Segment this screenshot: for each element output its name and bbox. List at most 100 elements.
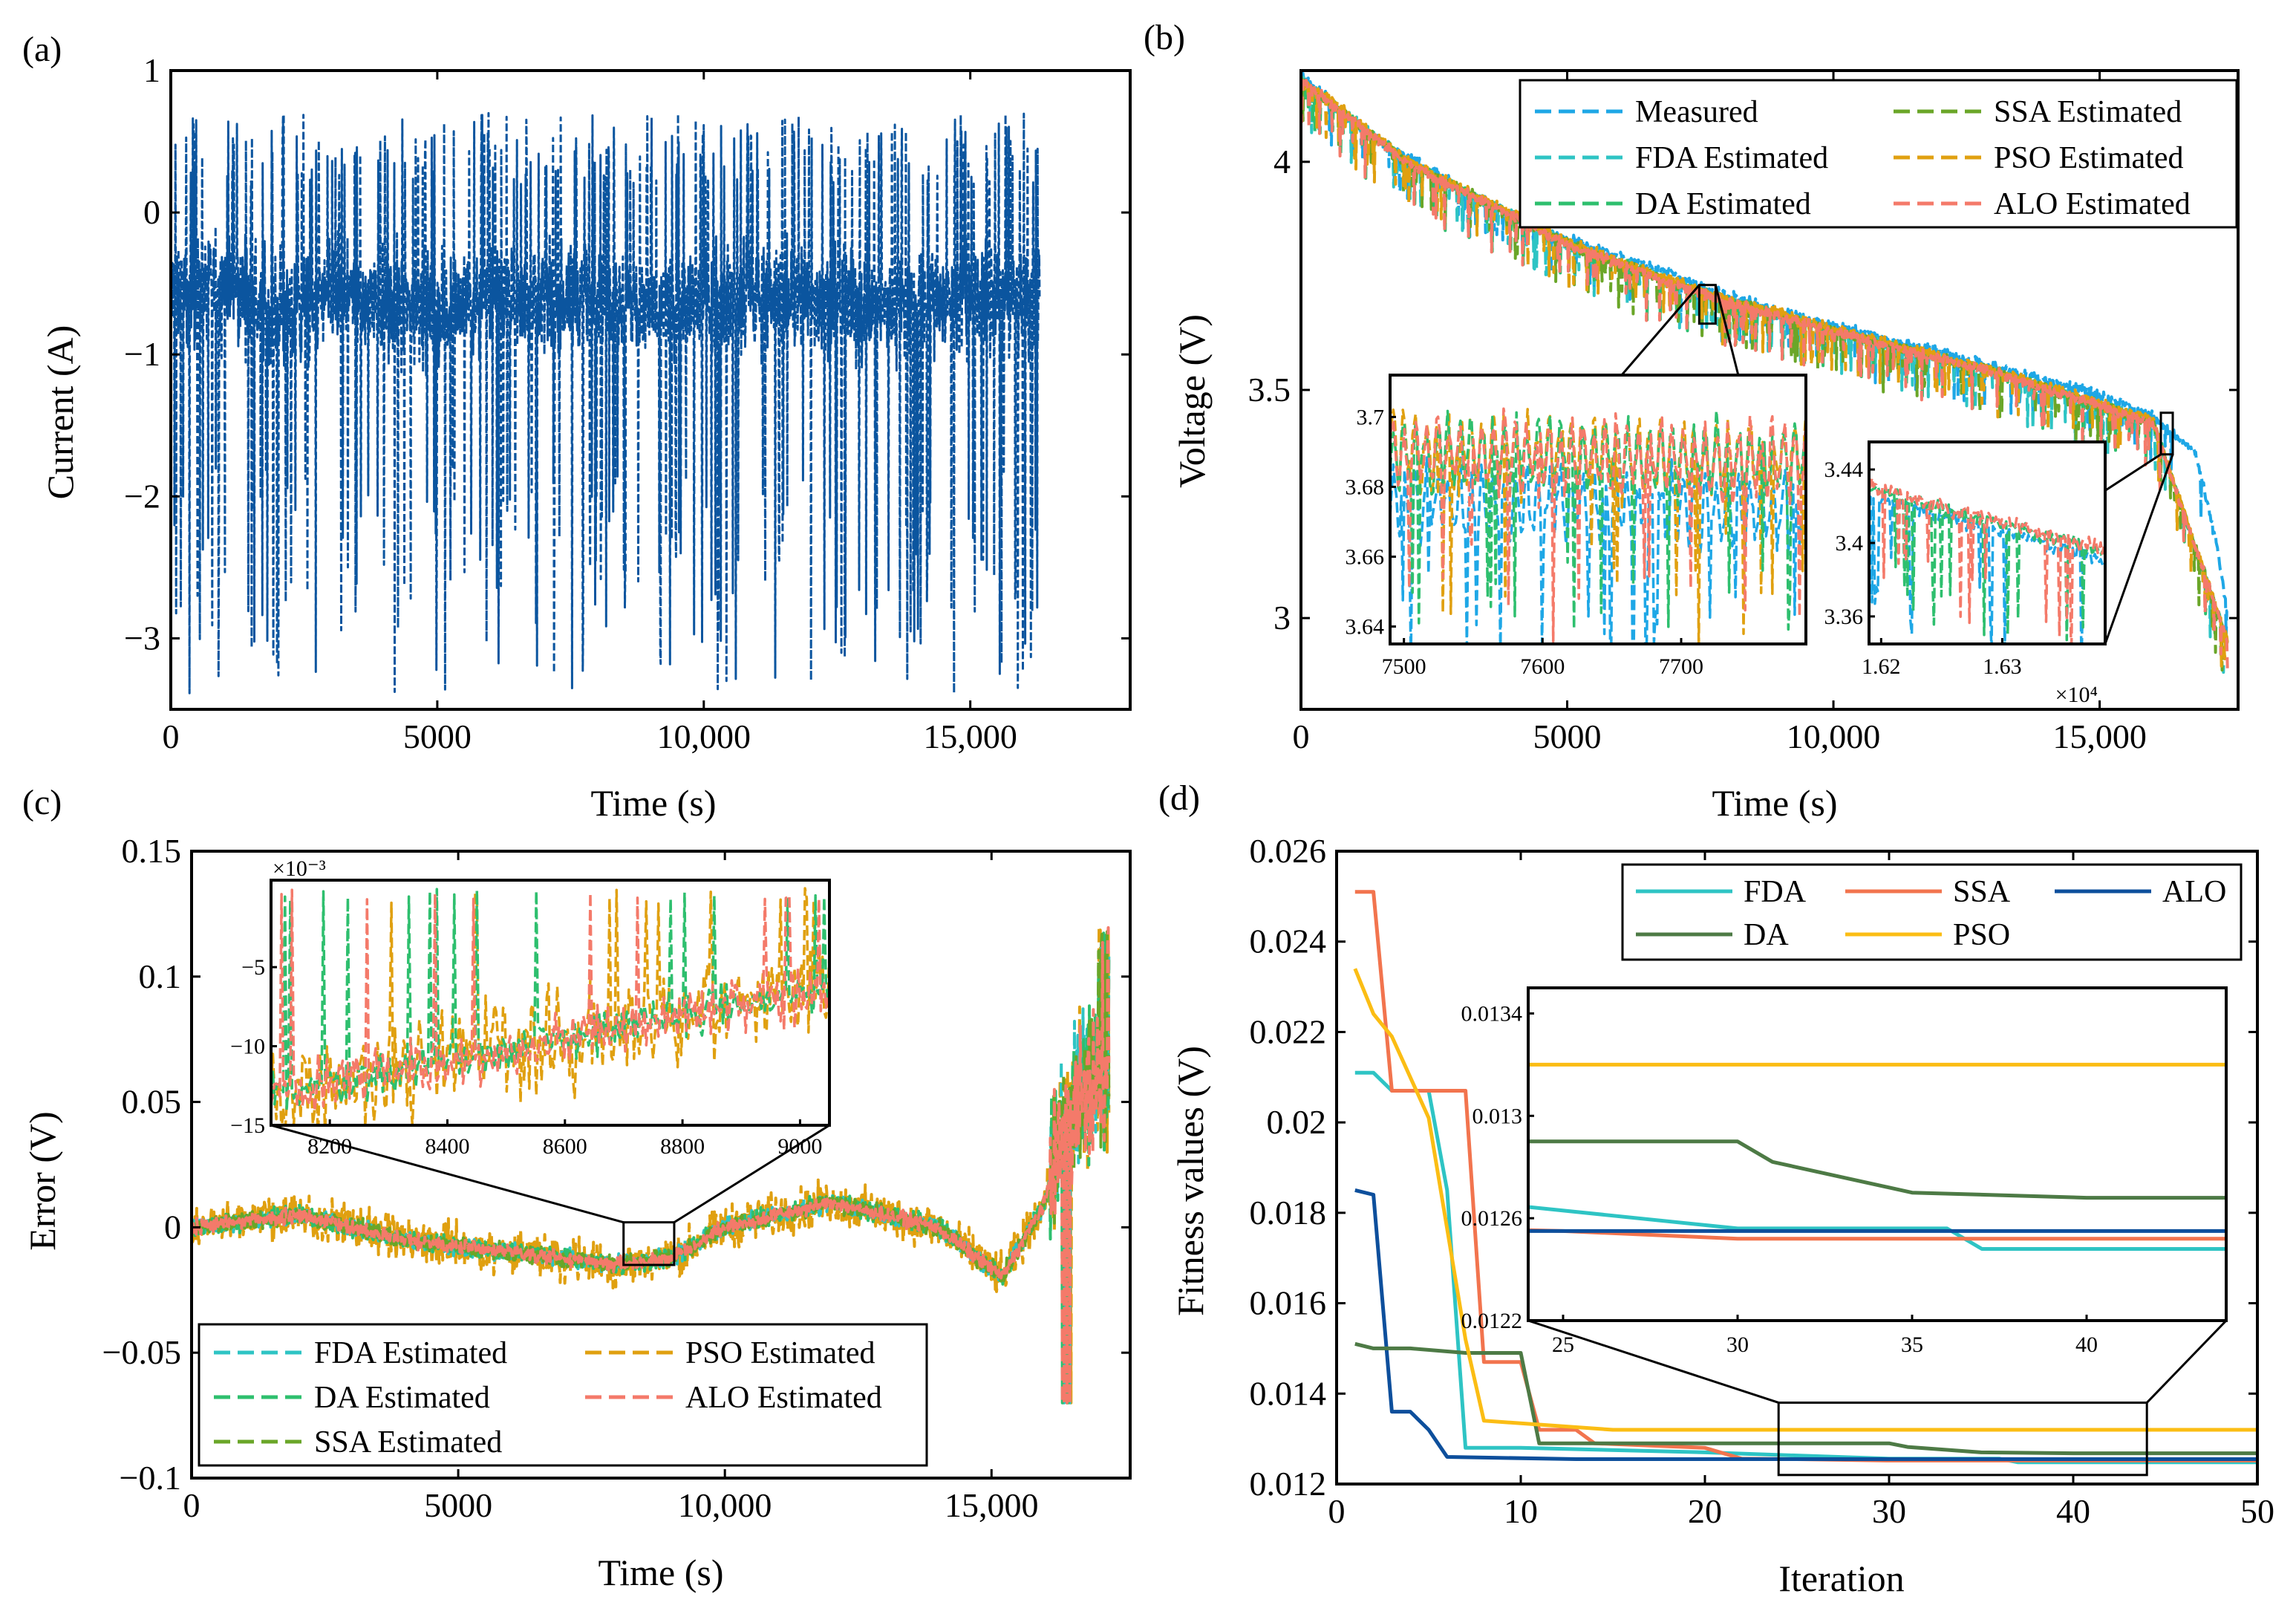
panel-d-ylabel: Fitness values (V) — [1170, 1046, 1211, 1316]
inset-1-ytick-label: 3.7 — [1357, 405, 1385, 429]
panel-d-xtick-label: 40 — [2056, 1492, 2090, 1530]
panel-c-ylabel: Error (V) — [22, 1111, 63, 1250]
panel-d-ytick-label: 0.016 — [1250, 1284, 1327, 1322]
inset-2-ytick-label: 3.4 — [1836, 531, 1864, 556]
panel-c-ytick-label: 0 — [164, 1208, 181, 1246]
inset-ytick-label: 0.0122 — [1461, 1309, 1523, 1333]
panel-a-xtick-label: 5000 — [403, 717, 472, 755]
inset-xtick-label: 8800 — [660, 1134, 705, 1159]
panel-c-axes — [190, 850, 1132, 1480]
panel-a-ytick-label: −2 — [124, 477, 160, 515]
inset-xtick-label: 8400 — [425, 1134, 469, 1159]
panel-d-xtick-label: 50 — [2240, 1492, 2274, 1530]
panel-d-xlabel: Iteration — [1778, 1558, 1904, 1599]
inset-2-ytick-label: 3.36 — [1824, 605, 1864, 629]
panel-a-xtick-label: 0 — [163, 717, 180, 755]
leader-line — [1527, 1319, 1779, 1404]
panel-b-xlabel: Time (s) — [1712, 782, 1837, 824]
current-series — [171, 111, 1041, 694]
inset-xtick-label: 8200 — [307, 1134, 352, 1159]
inset-ytick-label: −15 — [230, 1113, 265, 1138]
legend-label: PSO — [1953, 918, 2010, 952]
panel-b-xtick-label: 5000 — [1533, 717, 1602, 755]
inset-bg — [1528, 988, 2226, 1321]
panel-d-legend — [1621, 863, 2243, 961]
panel-b-xtick-label: 0 — [1293, 717, 1310, 755]
panel-label-b: (b) — [1144, 18, 1185, 57]
panel-a-xlabel: Time (s) — [590, 782, 716, 824]
leader-line — [2146, 1319, 2228, 1404]
inset-xtick-label: 9000 — [777, 1134, 822, 1159]
panel-a-xtick-label: 10,000 — [657, 717, 751, 755]
inset-axes — [1527, 986, 2228, 1322]
inset-2-ytick-label: 3.44 — [1824, 458, 1864, 482]
panel-d-ytick-label: 0.02 — [1267, 1103, 1327, 1141]
inset-ytick-label: −5 — [241, 955, 265, 980]
panel-d-ytick-label: 0.026 — [1250, 832, 1327, 870]
panel-d-ytick-label: 0.012 — [1250, 1465, 1327, 1503]
inset-xtick-label: 30 — [1726, 1332, 1749, 1357]
legend-label: DA Estimated — [1635, 187, 1811, 221]
inset-1-series-measured — [1390, 456, 1806, 644]
inset-2-exponent: ×10⁴ — [2055, 683, 2098, 707]
legend-label: DA — [1744, 918, 1789, 952]
inset-1-xtick-label: 7700 — [1659, 654, 1703, 679]
legend-label: SSA Estimated — [1994, 95, 2182, 129]
inset-2-xtick-label: 1.63 — [1983, 654, 2022, 679]
inset-2-series-da — [1869, 484, 2105, 642]
zoom-marker — [622, 1221, 676, 1266]
inset-axes — [270, 879, 831, 1127]
legend-label: FDA — [1744, 875, 1807, 909]
panel-b-ylabel: Voltage (V) — [1171, 314, 1213, 488]
panel-b-legend — [1519, 79, 2238, 229]
panel-a-xtick-label: 15,000 — [923, 717, 1017, 755]
legend-label: ALO Estimated — [685, 1381, 882, 1415]
panel-d-ytick-label: 0.024 — [1250, 922, 1327, 960]
inset-series-da — [1528, 1139, 2226, 1200]
legend-label: FDA Estimated — [1635, 141, 1828, 175]
inset-1-ytick-label: 3.66 — [1346, 544, 1385, 569]
legend-label: ALO Estimated — [1994, 187, 2191, 221]
inset-1-axes — [1389, 374, 1807, 645]
leader-line — [2104, 454, 2174, 645]
inset-xtick-label: 25 — [1552, 1332, 1574, 1357]
inset-series-alo — [271, 888, 829, 1113]
zoom-marker-1 — [1697, 284, 1717, 325]
inset-1-xtick-label: 7600 — [1520, 654, 1565, 679]
inset-xtick-label: 40 — [2075, 1332, 2098, 1357]
panel-label-a: (a) — [22, 30, 62, 69]
panel-d-ytick-label: 0.018 — [1250, 1194, 1327, 1231]
legend-label: Measured — [1635, 95, 1758, 129]
inset-1-xtick-label: 7500 — [1382, 654, 1426, 679]
panel-c-ytick-label: 0.15 — [122, 832, 182, 870]
legend-label: SSA Estimated — [314, 1425, 502, 1460]
panel-c-xtick-label: 5000 — [424, 1486, 492, 1524]
panel-a-ytick-label: −1 — [124, 335, 160, 373]
leader-line — [270, 1124, 624, 1224]
panel-a-ylabel: Current (A) — [39, 325, 81, 500]
legend-label: DA Estimated — [314, 1381, 490, 1415]
inset-xtick-label: 35 — [1901, 1332, 1923, 1357]
panel-label-d: (d) — [1158, 778, 1200, 818]
inset-1-ytick-label: 3.68 — [1346, 475, 1385, 499]
inset-1-ytick-label: 3.64 — [1346, 614, 1385, 639]
panel-b-ytick-label: 3.5 — [1248, 371, 1291, 409]
legend-label: ALO — [2162, 875, 2226, 909]
legend-label: PSO Estimated — [685, 1336, 875, 1370]
panel-d-axes — [1335, 850, 2259, 1486]
zoom-marker-2 — [2159, 411, 2174, 456]
inset-xtick-label: 8600 — [543, 1134, 587, 1159]
panel-label-c: (c) — [22, 783, 62, 822]
panel-c-ytick-label: 0.05 — [122, 1083, 182, 1121]
inset-ytick-label: 0.013 — [1472, 1104, 1523, 1128]
panel-c-ytick-label: −0.05 — [102, 1333, 181, 1371]
legend-label: FDA Estimated — [314, 1336, 507, 1370]
fitness-series-pso — [1353, 968, 2257, 1432]
panel-b-xtick-label: 10,000 — [1787, 717, 1881, 755]
voltage-series-pso-estimated — [1301, 78, 2229, 668]
panel-d-ytick-label: 0.014 — [1250, 1374, 1327, 1412]
inset-2-xtick-label: 1.62 — [1862, 654, 1901, 679]
inset-2-series-alo — [1869, 476, 2105, 644]
panel-a-ytick-label: 1 — [143, 51, 160, 89]
